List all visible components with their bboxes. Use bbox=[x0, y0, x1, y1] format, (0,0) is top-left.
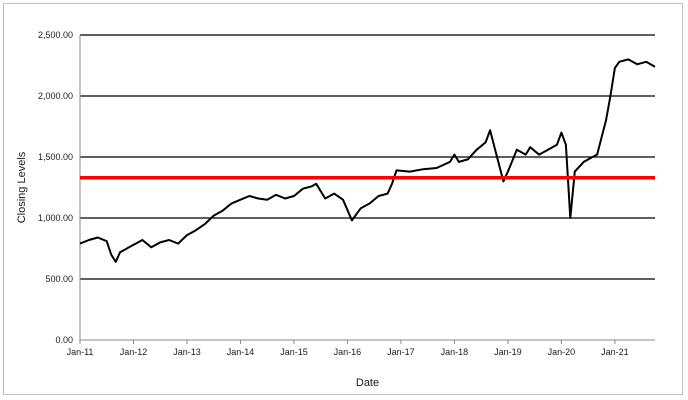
x-tick-label: Jan-11 bbox=[67, 347, 94, 357]
x-tick-label: Jan-13 bbox=[173, 347, 201, 357]
y-tick-label: 2,500.00 bbox=[38, 30, 73, 40]
y-tick-label: 500.00 bbox=[45, 274, 73, 284]
x-axis-title: Date bbox=[356, 377, 379, 389]
x-tick-label: Jan-12 bbox=[120, 347, 148, 357]
y-tick-label: 2,000.00 bbox=[38, 91, 73, 101]
x-tick-label: Jan-15 bbox=[280, 347, 308, 357]
x-tick-label: Jan-19 bbox=[494, 347, 522, 357]
x-tick-label: Jan-18 bbox=[441, 347, 469, 357]
x-tick-label: Jan-20 bbox=[548, 347, 576, 357]
closing-levels-line bbox=[79, 58, 656, 263]
y-tick-label: 0.00 bbox=[55, 335, 73, 345]
x-tick-label: Jan-16 bbox=[334, 347, 362, 357]
x-tick-label: Jan-21 bbox=[601, 347, 629, 357]
x-tick-label: Jan-17 bbox=[387, 347, 415, 357]
y-tick-label: 1,000.00 bbox=[38, 213, 73, 223]
x-tick-label: Jan-14 bbox=[227, 347, 255, 357]
y-axis-title: Closing Levels bbox=[16, 151, 28, 223]
y-tick-label: 1,500.00 bbox=[38, 152, 73, 162]
